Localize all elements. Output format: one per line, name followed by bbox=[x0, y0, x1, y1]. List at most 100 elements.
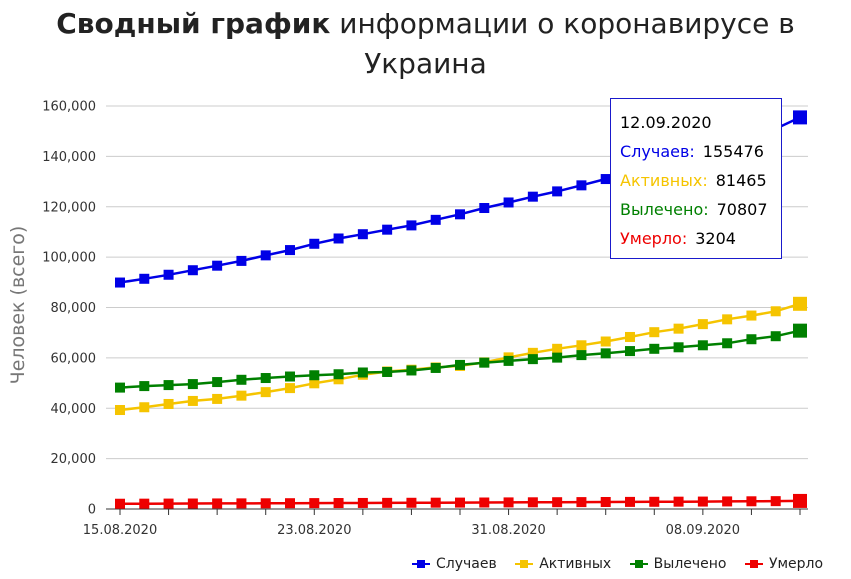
data-point[interactable] bbox=[552, 186, 563, 197]
data-point[interactable] bbox=[649, 343, 660, 354]
data-point[interactable] bbox=[527, 497, 538, 508]
data-point[interactable] bbox=[187, 395, 198, 406]
data-point[interactable] bbox=[722, 314, 733, 325]
data-point[interactable] bbox=[552, 352, 563, 363]
data-point[interactable] bbox=[309, 238, 320, 249]
data-point[interactable] bbox=[600, 336, 611, 347]
data-point[interactable] bbox=[236, 255, 247, 266]
data-point[interactable] bbox=[285, 383, 295, 394]
data-point[interactable] bbox=[576, 180, 587, 191]
data-point[interactable] bbox=[333, 369, 344, 380]
data-point[interactable] bbox=[333, 374, 344, 385]
data-point[interactable] bbox=[770, 306, 781, 317]
data-point[interactable] bbox=[163, 398, 174, 409]
data-point[interactable] bbox=[163, 498, 174, 509]
data-point[interactable] bbox=[770, 331, 781, 342]
data-point[interactable] bbox=[697, 319, 708, 330]
data-point[interactable] bbox=[793, 296, 807, 311]
data-point[interactable] bbox=[357, 367, 368, 378]
data-point[interactable] bbox=[115, 405, 125, 416]
data-point[interactable] bbox=[479, 203, 490, 214]
data-point[interactable] bbox=[212, 377, 223, 388]
data-point[interactable] bbox=[212, 498, 223, 509]
data-point[interactable] bbox=[455, 359, 465, 370]
data-point[interactable] bbox=[285, 245, 295, 256]
data-point[interactable] bbox=[260, 373, 271, 384]
legend-item-cases[interactable]: Случаев bbox=[412, 556, 497, 572]
data-point[interactable] bbox=[770, 496, 781, 507]
data-point[interactable] bbox=[527, 347, 538, 358]
data-point[interactable] bbox=[722, 496, 733, 507]
data-point[interactable] bbox=[649, 496, 660, 507]
data-point[interactable] bbox=[187, 265, 198, 276]
data-point[interactable] bbox=[406, 365, 417, 376]
data-point[interactable] bbox=[503, 355, 514, 366]
data-point[interactable] bbox=[285, 498, 295, 509]
data-point[interactable] bbox=[430, 362, 441, 373]
data-point[interactable] bbox=[697, 340, 708, 351]
data-point[interactable] bbox=[793, 493, 807, 508]
data-point[interactable] bbox=[285, 371, 295, 382]
data-point[interactable] bbox=[406, 220, 417, 231]
data-point[interactable] bbox=[576, 497, 587, 508]
data-point[interactable] bbox=[503, 497, 514, 508]
data-point[interactable] bbox=[309, 498, 320, 509]
data-point[interactable] bbox=[673, 342, 684, 353]
data-point[interactable] bbox=[260, 498, 271, 509]
data-point[interactable] bbox=[382, 497, 393, 508]
data-point[interactable] bbox=[236, 374, 247, 385]
data-point[interactable] bbox=[673, 323, 684, 334]
data-point[interactable] bbox=[673, 496, 684, 507]
data-point[interactable] bbox=[382, 366, 393, 377]
data-point[interactable] bbox=[576, 350, 587, 361]
data-point[interactable] bbox=[527, 354, 538, 365]
data-point[interactable] bbox=[552, 343, 563, 354]
data-point[interactable] bbox=[115, 382, 125, 393]
data-point[interactable] bbox=[793, 110, 807, 125]
legend-item-active[interactable]: Активных bbox=[515, 556, 611, 572]
data-point[interactable] bbox=[187, 498, 198, 509]
data-point[interactable] bbox=[722, 338, 733, 349]
data-point[interactable] bbox=[406, 497, 417, 508]
data-point[interactable] bbox=[333, 233, 344, 244]
data-point[interactable] bbox=[503, 197, 514, 208]
data-point[interactable] bbox=[382, 224, 393, 235]
data-point[interactable] bbox=[697, 496, 708, 507]
data-point[interactable] bbox=[746, 310, 757, 321]
data-point[interactable] bbox=[430, 214, 441, 225]
data-point[interactable] bbox=[163, 380, 174, 391]
data-point[interactable] bbox=[793, 323, 807, 338]
data-point[interactable] bbox=[625, 496, 635, 507]
data-point[interactable] bbox=[309, 378, 320, 389]
legend-item-deaths[interactable]: Умерло bbox=[744, 556, 823, 572]
data-point[interactable] bbox=[212, 393, 223, 404]
data-point[interactable] bbox=[236, 390, 247, 401]
data-point[interactable] bbox=[600, 496, 611, 507]
data-point[interactable] bbox=[115, 277, 125, 288]
legend-item-recovered[interactable]: Вылечено bbox=[629, 556, 727, 572]
data-point[interactable] bbox=[746, 334, 757, 345]
data-point[interactable] bbox=[552, 497, 563, 508]
data-point[interactable] bbox=[260, 387, 271, 398]
data-point[interactable] bbox=[479, 357, 490, 368]
data-point[interactable] bbox=[576, 340, 587, 351]
data-point[interactable] bbox=[625, 346, 635, 357]
data-point[interactable] bbox=[212, 260, 223, 271]
data-point[interactable] bbox=[187, 379, 198, 390]
data-point[interactable] bbox=[600, 174, 611, 185]
data-point[interactable] bbox=[746, 496, 757, 507]
data-point[interactable] bbox=[139, 498, 150, 509]
data-point[interactable] bbox=[139, 273, 150, 284]
data-point[interactable] bbox=[649, 327, 660, 338]
data-point[interactable] bbox=[115, 498, 125, 509]
data-point[interactable] bbox=[430, 497, 441, 508]
data-point[interactable] bbox=[139, 402, 150, 413]
data-point[interactable] bbox=[600, 348, 611, 359]
data-point[interactable] bbox=[309, 370, 320, 381]
data-point[interactable] bbox=[455, 497, 465, 508]
data-point[interactable] bbox=[357, 497, 368, 508]
data-point[interactable] bbox=[455, 209, 465, 220]
data-point[interactable] bbox=[625, 331, 635, 342]
data-point[interactable] bbox=[333, 498, 344, 509]
data-point[interactable] bbox=[163, 269, 174, 280]
